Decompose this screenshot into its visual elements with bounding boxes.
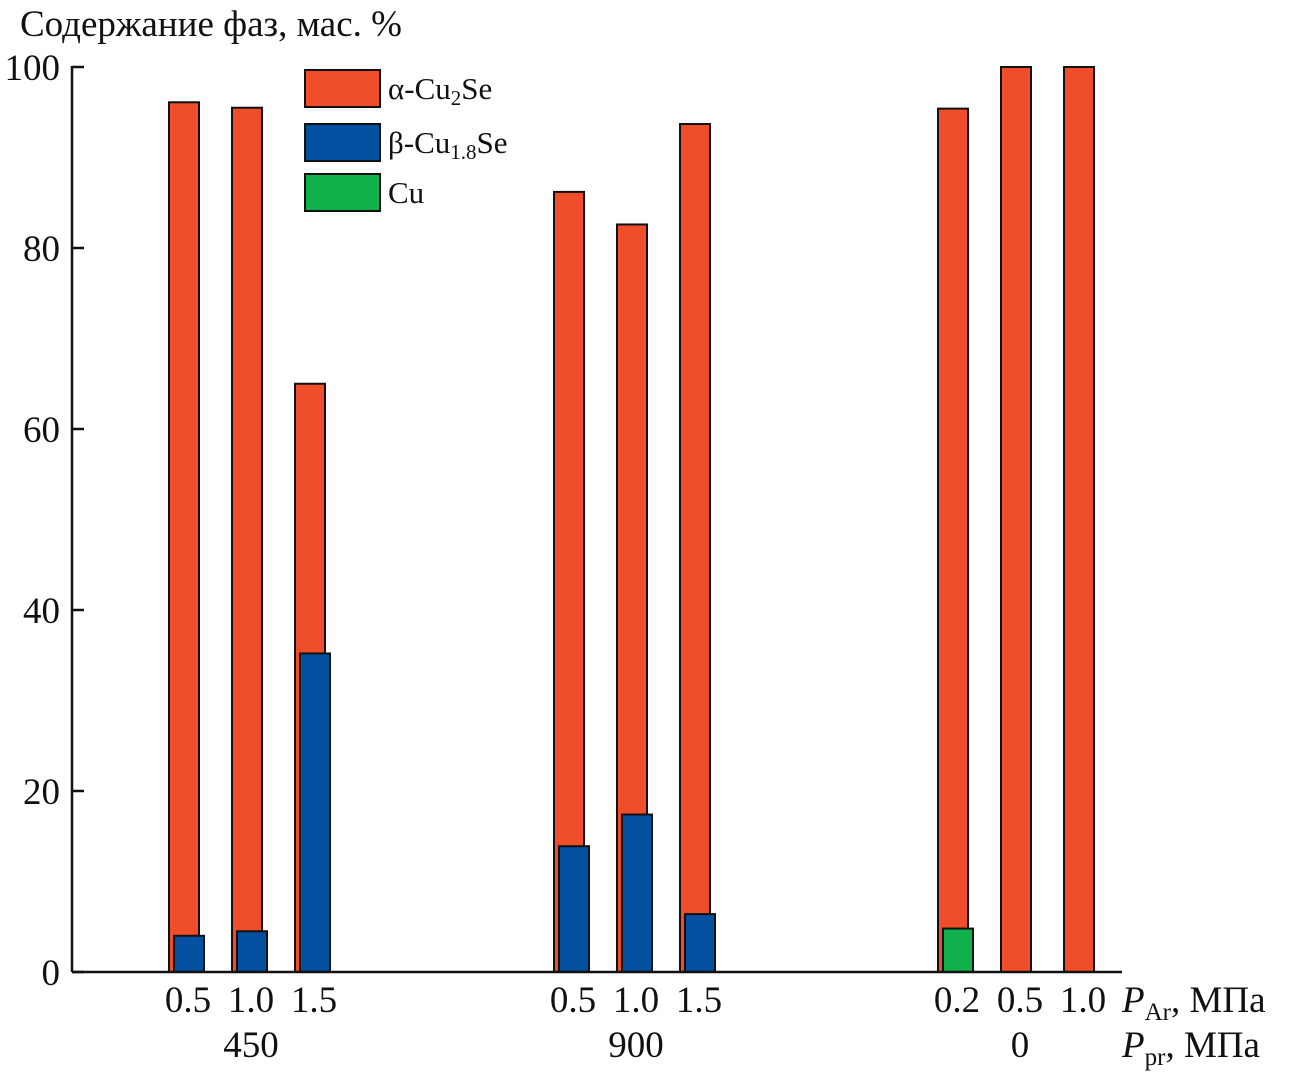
- x-tick-label: 1.0: [228, 980, 274, 1021]
- bar-β-Cu1.8Se-450-1.0: [236, 930, 268, 974]
- bar-β-Cu1.8Se-900-1.0: [621, 813, 653, 974]
- bar-β-Cu1.8Se-900-0.5: [558, 845, 590, 974]
- bar-β-Cu1.8Se-900-1.5: [684, 913, 716, 974]
- x-axis-row-label: PAr, МПа: [1121, 980, 1266, 1026]
- y-tick-label: 60: [23, 410, 60, 451]
- bar-α-Cu2Se-0-1.0: [1063, 66, 1095, 973]
- x-tick-label: 1.5: [676, 980, 722, 1021]
- y-tick-label: 20: [23, 772, 60, 813]
- bar-α-Cu2Se-0-0.5: [1000, 66, 1032, 973]
- y-tick-label: 100: [5, 48, 61, 89]
- x-tick-label: 0.2: [934, 980, 980, 1021]
- x-tick-label: 1.5: [291, 980, 337, 1021]
- bar-β-Cu1.8Se-450-1.5: [299, 652, 331, 973]
- bar-α-Cu2Se-450-0.5: [168, 101, 200, 974]
- legend-swatch: [304, 173, 381, 212]
- x-group-label: 0: [1011, 1025, 1030, 1066]
- y-tick-label: 80: [23, 229, 60, 270]
- x-group-label: 450: [223, 1025, 279, 1066]
- legend-label: Cu: [388, 175, 424, 210]
- bar-α-Cu2Se-0-0.2: [937, 107, 969, 973]
- y-tick-label: 40: [23, 591, 60, 632]
- y-tick-label: 0: [42, 953, 61, 994]
- x-tick-label: 0.5: [165, 980, 211, 1021]
- legend-label: β-Cu1.8Se: [388, 125, 508, 164]
- legend-label: α-Cu2Se: [388, 71, 492, 110]
- x-group-label: 900: [608, 1025, 664, 1066]
- x-axis-row-label: Ppr, МПа: [1121, 1025, 1260, 1071]
- bar-β-Cu1.8Se-450-0.5: [173, 934, 205, 973]
- x-tick-label: 0.5: [550, 980, 596, 1021]
- bar-Cu-0-0.2: [942, 927, 974, 973]
- x-tick-label: 1.0: [613, 980, 659, 1021]
- y-axis-label: Содержание фаз, мас. %: [20, 4, 402, 45]
- bar-α-Cu2Se-450-1.0: [231, 106, 263, 974]
- x-tick-label: 0.5: [997, 980, 1043, 1021]
- legend-swatch: [304, 69, 381, 108]
- bar-α-Cu2Se-900-1.5: [679, 123, 711, 973]
- x-tick-label: 1.0: [1060, 980, 1106, 1021]
- legend-swatch: [304, 123, 381, 162]
